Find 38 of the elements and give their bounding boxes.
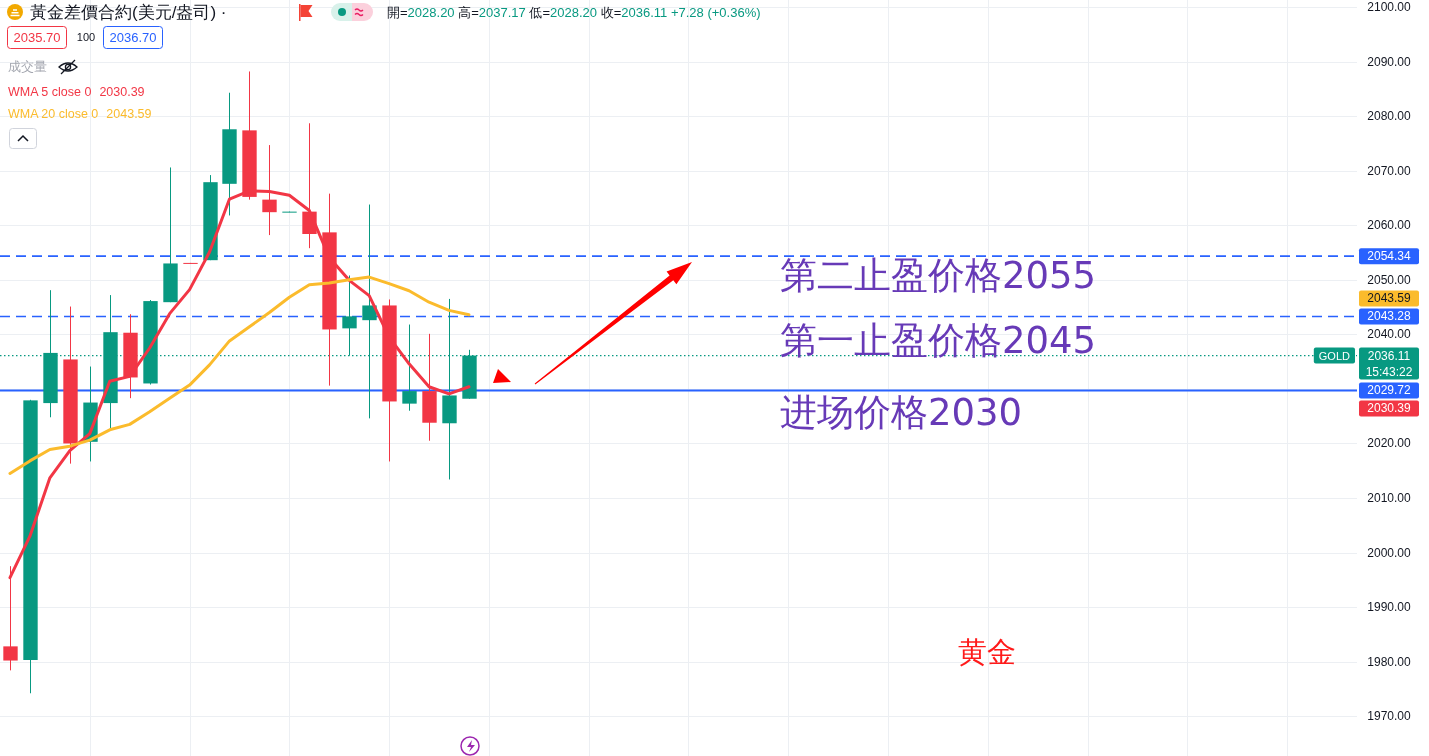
y-tick-label: 1980.00 (1367, 654, 1411, 669)
annotation: 黄金 (958, 636, 1016, 668)
price-badge: 2043.28 (1359, 308, 1419, 325)
price-badge: 2030.39 (1359, 400, 1419, 417)
ref-line-label: 2043.28 (1367, 309, 1412, 324)
subtitle: 開=2028.20 高=2037.17 低=2028.20 收=2036.11 +7.28 (+0.36%) (387, 4, 761, 20)
line-tag: GOLD (1313, 347, 1355, 364)
y-tick-label: 2060.00 (1367, 218, 1411, 233)
price-badge: 2036.11 15:43:22 (1359, 347, 1419, 380)
price-badge: 2054.34 (1359, 248, 1419, 265)
y-tick-label: 2090.00 (1367, 54, 1411, 69)
y-tick-label: 2000.00 (1367, 545, 1411, 560)
y-tick-label: 2100.00 (1367, 0, 1411, 15)
y-tick-label: 1990.00 (1367, 600, 1411, 615)
annotation: 2036.70 (109, 30, 157, 45)
y-tick-label: 1970.00 (1367, 709, 1411, 724)
title: 黃金差價合約(美元/盎司) · (30, 2, 227, 22)
y-tick-label: 2050.00 (1367, 272, 1411, 287)
y-tick-label: 2010.00 (1367, 491, 1411, 505)
annotation: GOLD (1318, 349, 1351, 362)
y-tick-label: 2020.00 (1367, 436, 1411, 451)
price-badge: 2029.72 (1359, 382, 1419, 399)
annotation: 100 (76, 31, 96, 43)
y-tick-label: 2080.00 (1367, 109, 1411, 124)
y-tick-label: 2040.00 (1367, 327, 1411, 342)
price-badge: 2043.59 (1359, 290, 1419, 307)
ref-line-label: 2029.72 (1367, 383, 1412, 398)
annotation: 2035.70 (13, 30, 61, 45)
annotation: 进场价格2030 (780, 390, 1023, 434)
ref-line-label: 2036.11 (1367, 348, 1411, 363)
price-box: 2036.70 (103, 26, 163, 49)
price-box: 2035.70 (7, 26, 67, 49)
y-tick-label: 2070.00 (1367, 163, 1411, 178)
legend: WMA 5 close 0 2030.39 WMA 20 close 0 2043.59 (8, 85, 152, 121)
annotation: 第二止盈价格2055 (780, 253, 1097, 297)
ref-line-label: 2054.34 (1367, 249, 1412, 264)
annotation: 成交量 (8, 60, 47, 74)
annotation: 第一止盈价格2045 (780, 318, 1097, 362)
